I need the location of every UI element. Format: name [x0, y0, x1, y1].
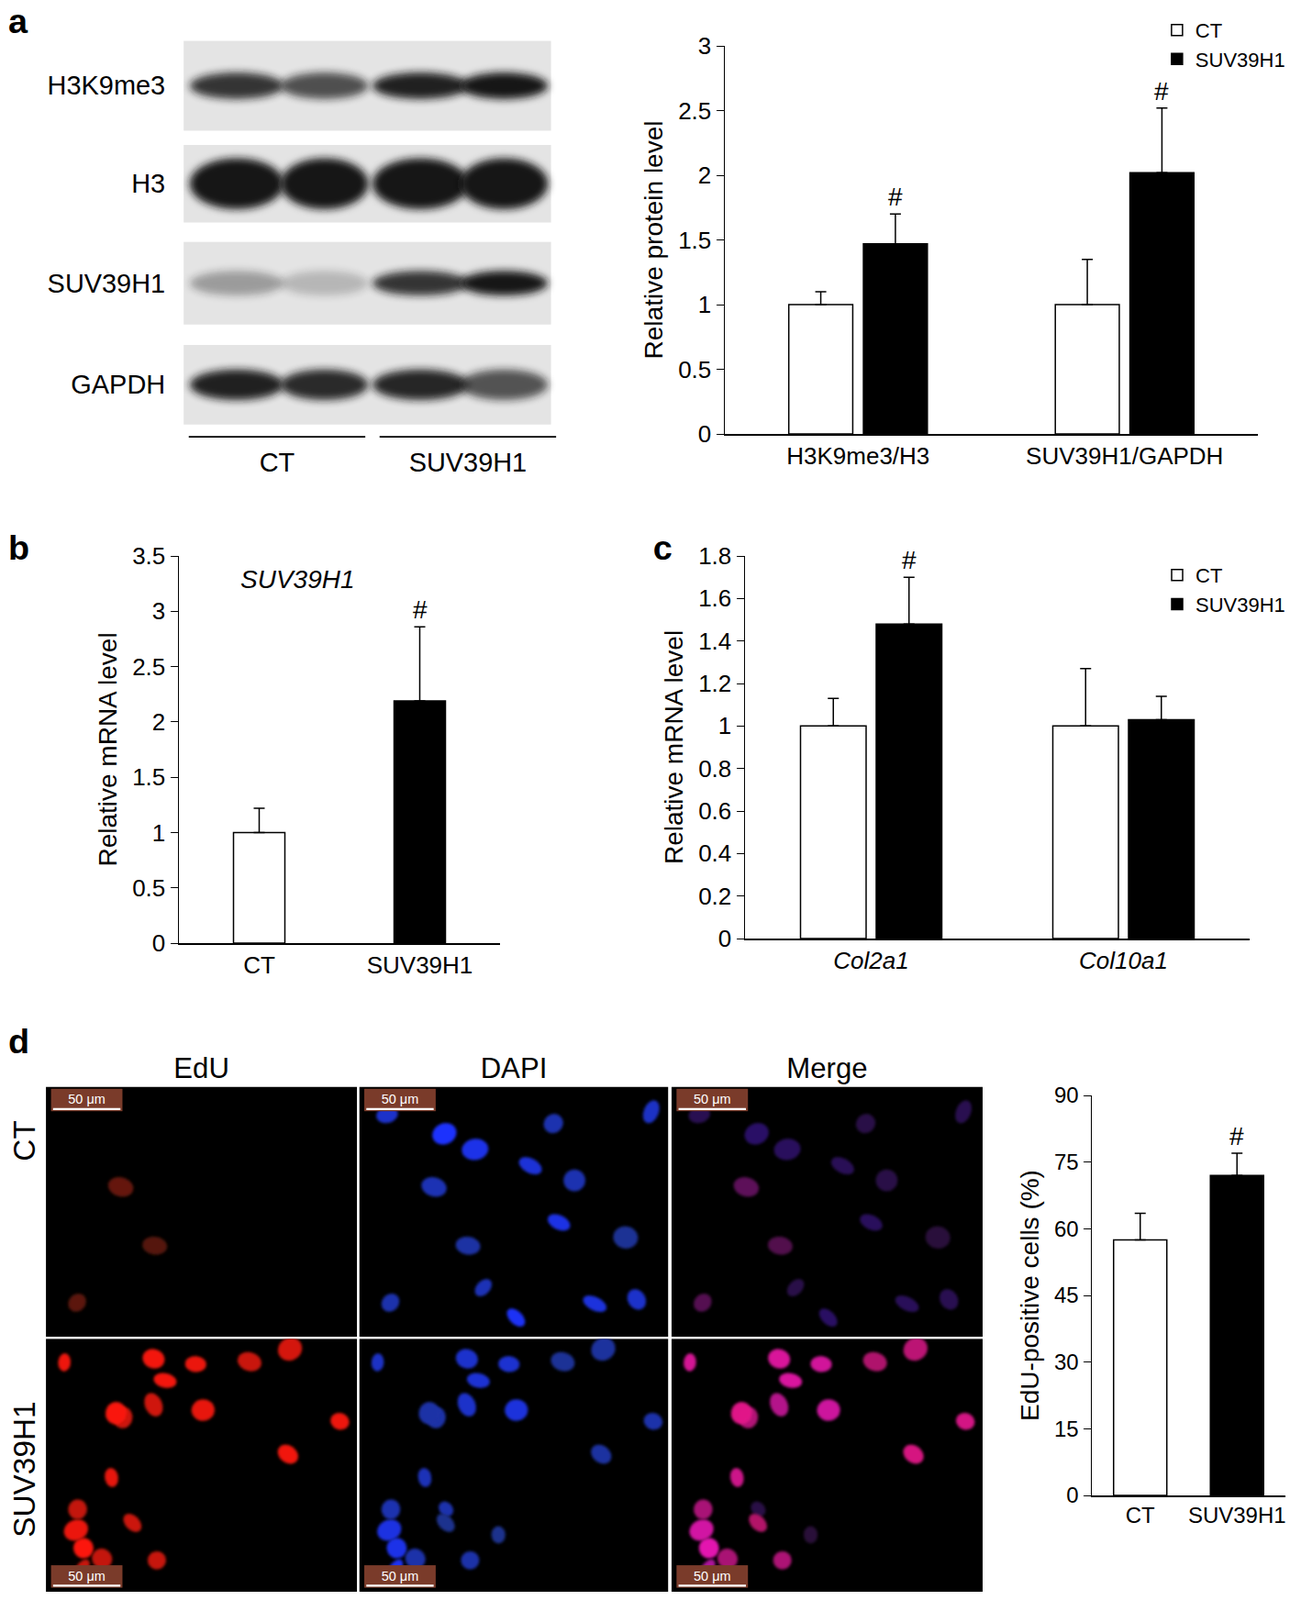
- svg-text:#: #: [901, 545, 917, 575]
- svg-text:CT: CT: [243, 951, 276, 979]
- svg-text:1.6: 1.6: [698, 585, 732, 613]
- svg-text:1.5: 1.5: [678, 226, 712, 255]
- svg-text:1.8: 1.8: [698, 542, 732, 570]
- svg-text:Merge: Merge: [786, 1052, 868, 1085]
- svg-text:2: 2: [152, 708, 166, 736]
- svg-text:#: #: [888, 182, 903, 212]
- svg-text:0: 0: [698, 420, 712, 448]
- svg-text:#: #: [1154, 77, 1169, 106]
- svg-text:3: 3: [698, 32, 712, 60]
- svg-text:0.5: 0.5: [678, 355, 712, 384]
- svg-text:SUV39H1: SUV39H1: [409, 447, 528, 478]
- svg-text:EdU: EdU: [173, 1052, 230, 1085]
- svg-text:CT: CT: [1195, 565, 1223, 589]
- svg-text:Col10a1: Col10a1: [1078, 946, 1168, 975]
- svg-text:SUV39H1: SUV39H1: [47, 268, 167, 299]
- svg-text:c: c: [653, 528, 673, 568]
- svg-text:b: b: [8, 528, 30, 568]
- svg-text:2: 2: [698, 161, 712, 190]
- svg-text:H3: H3: [131, 168, 166, 199]
- svg-text:EdU-positive cells (%): EdU-positive cells (%): [1015, 1169, 1045, 1422]
- svg-text:SUV39H1/GAPDH: SUV39H1/GAPDH: [1025, 442, 1224, 470]
- svg-text:Col2a1: Col2a1: [833, 946, 909, 975]
- svg-text:SUV39H1: SUV39H1: [1188, 1502, 1287, 1528]
- svg-text:d: d: [8, 1022, 30, 1061]
- svg-text:SUV39H1: SUV39H1: [7, 1401, 42, 1537]
- svg-text:SUV39H1: SUV39H1: [1195, 48, 1286, 72]
- svg-text:1.4: 1.4: [698, 627, 732, 656]
- svg-text:2.5: 2.5: [678, 97, 712, 125]
- svg-text:15: 15: [1054, 1415, 1079, 1441]
- svg-text:0.6: 0.6: [698, 797, 732, 825]
- svg-text:SUV39H1: SUV39H1: [366, 951, 474, 979]
- svg-text:50 μm: 50 μm: [67, 1091, 105, 1107]
- svg-text:#: #: [412, 595, 428, 624]
- svg-text:0.4: 0.4: [698, 840, 732, 868]
- svg-text:0.8: 0.8: [698, 755, 732, 783]
- svg-text:CT: CT: [259, 447, 296, 478]
- svg-text:45: 45: [1054, 1282, 1079, 1308]
- svg-text:1: 1: [718, 712, 732, 741]
- svg-text:3: 3: [152, 598, 166, 626]
- svg-text:50 μm: 50 μm: [693, 1091, 731, 1107]
- svg-text:DAPI: DAPI: [480, 1052, 548, 1085]
- svg-text:0: 0: [718, 924, 732, 953]
- svg-text:75: 75: [1054, 1149, 1079, 1175]
- svg-text:3.5: 3.5: [132, 542, 166, 570]
- svg-text:#: #: [1229, 1122, 1245, 1151]
- svg-text:CT: CT: [7, 1120, 42, 1161]
- svg-text:0.5: 0.5: [132, 874, 166, 902]
- svg-text:2.5: 2.5: [132, 653, 166, 681]
- svg-text:Relative protein level: Relative protein level: [639, 121, 668, 360]
- svg-text:1: 1: [152, 819, 166, 847]
- svg-text:50 μm: 50 μm: [693, 1568, 731, 1584]
- svg-text:0.2: 0.2: [698, 882, 732, 911]
- svg-text:1.5: 1.5: [132, 763, 166, 791]
- svg-text:Relative mRNA level: Relative mRNA level: [93, 633, 123, 868]
- svg-text:50 μm: 50 μm: [381, 1091, 419, 1107]
- svg-text:60: 60: [1054, 1215, 1079, 1241]
- svg-text:0: 0: [152, 929, 166, 957]
- svg-text:90: 90: [1054, 1082, 1079, 1108]
- svg-text:0: 0: [1067, 1482, 1079, 1508]
- svg-text:50 μm: 50 μm: [381, 1568, 419, 1584]
- svg-text:CT: CT: [1125, 1502, 1156, 1528]
- svg-text:SUV39H1: SUV39H1: [240, 565, 356, 594]
- svg-text:1: 1: [698, 290, 712, 319]
- svg-text:SUV39H1: SUV39H1: [1195, 593, 1286, 617]
- svg-text:H3K9me3/H3: H3K9me3/H3: [786, 442, 930, 470]
- svg-text:Relative mRNA level: Relative mRNA level: [659, 630, 689, 865]
- svg-text:30: 30: [1054, 1349, 1079, 1375]
- svg-text:H3K9me3: H3K9me3: [47, 70, 167, 101]
- svg-text:CT: CT: [1195, 19, 1223, 43]
- svg-text:a: a: [8, 1, 29, 41]
- svg-text:50 μm: 50 μm: [67, 1568, 105, 1584]
- svg-text:GAPDH: GAPDH: [70, 369, 166, 400]
- svg-text:1.2: 1.2: [698, 669, 732, 698]
